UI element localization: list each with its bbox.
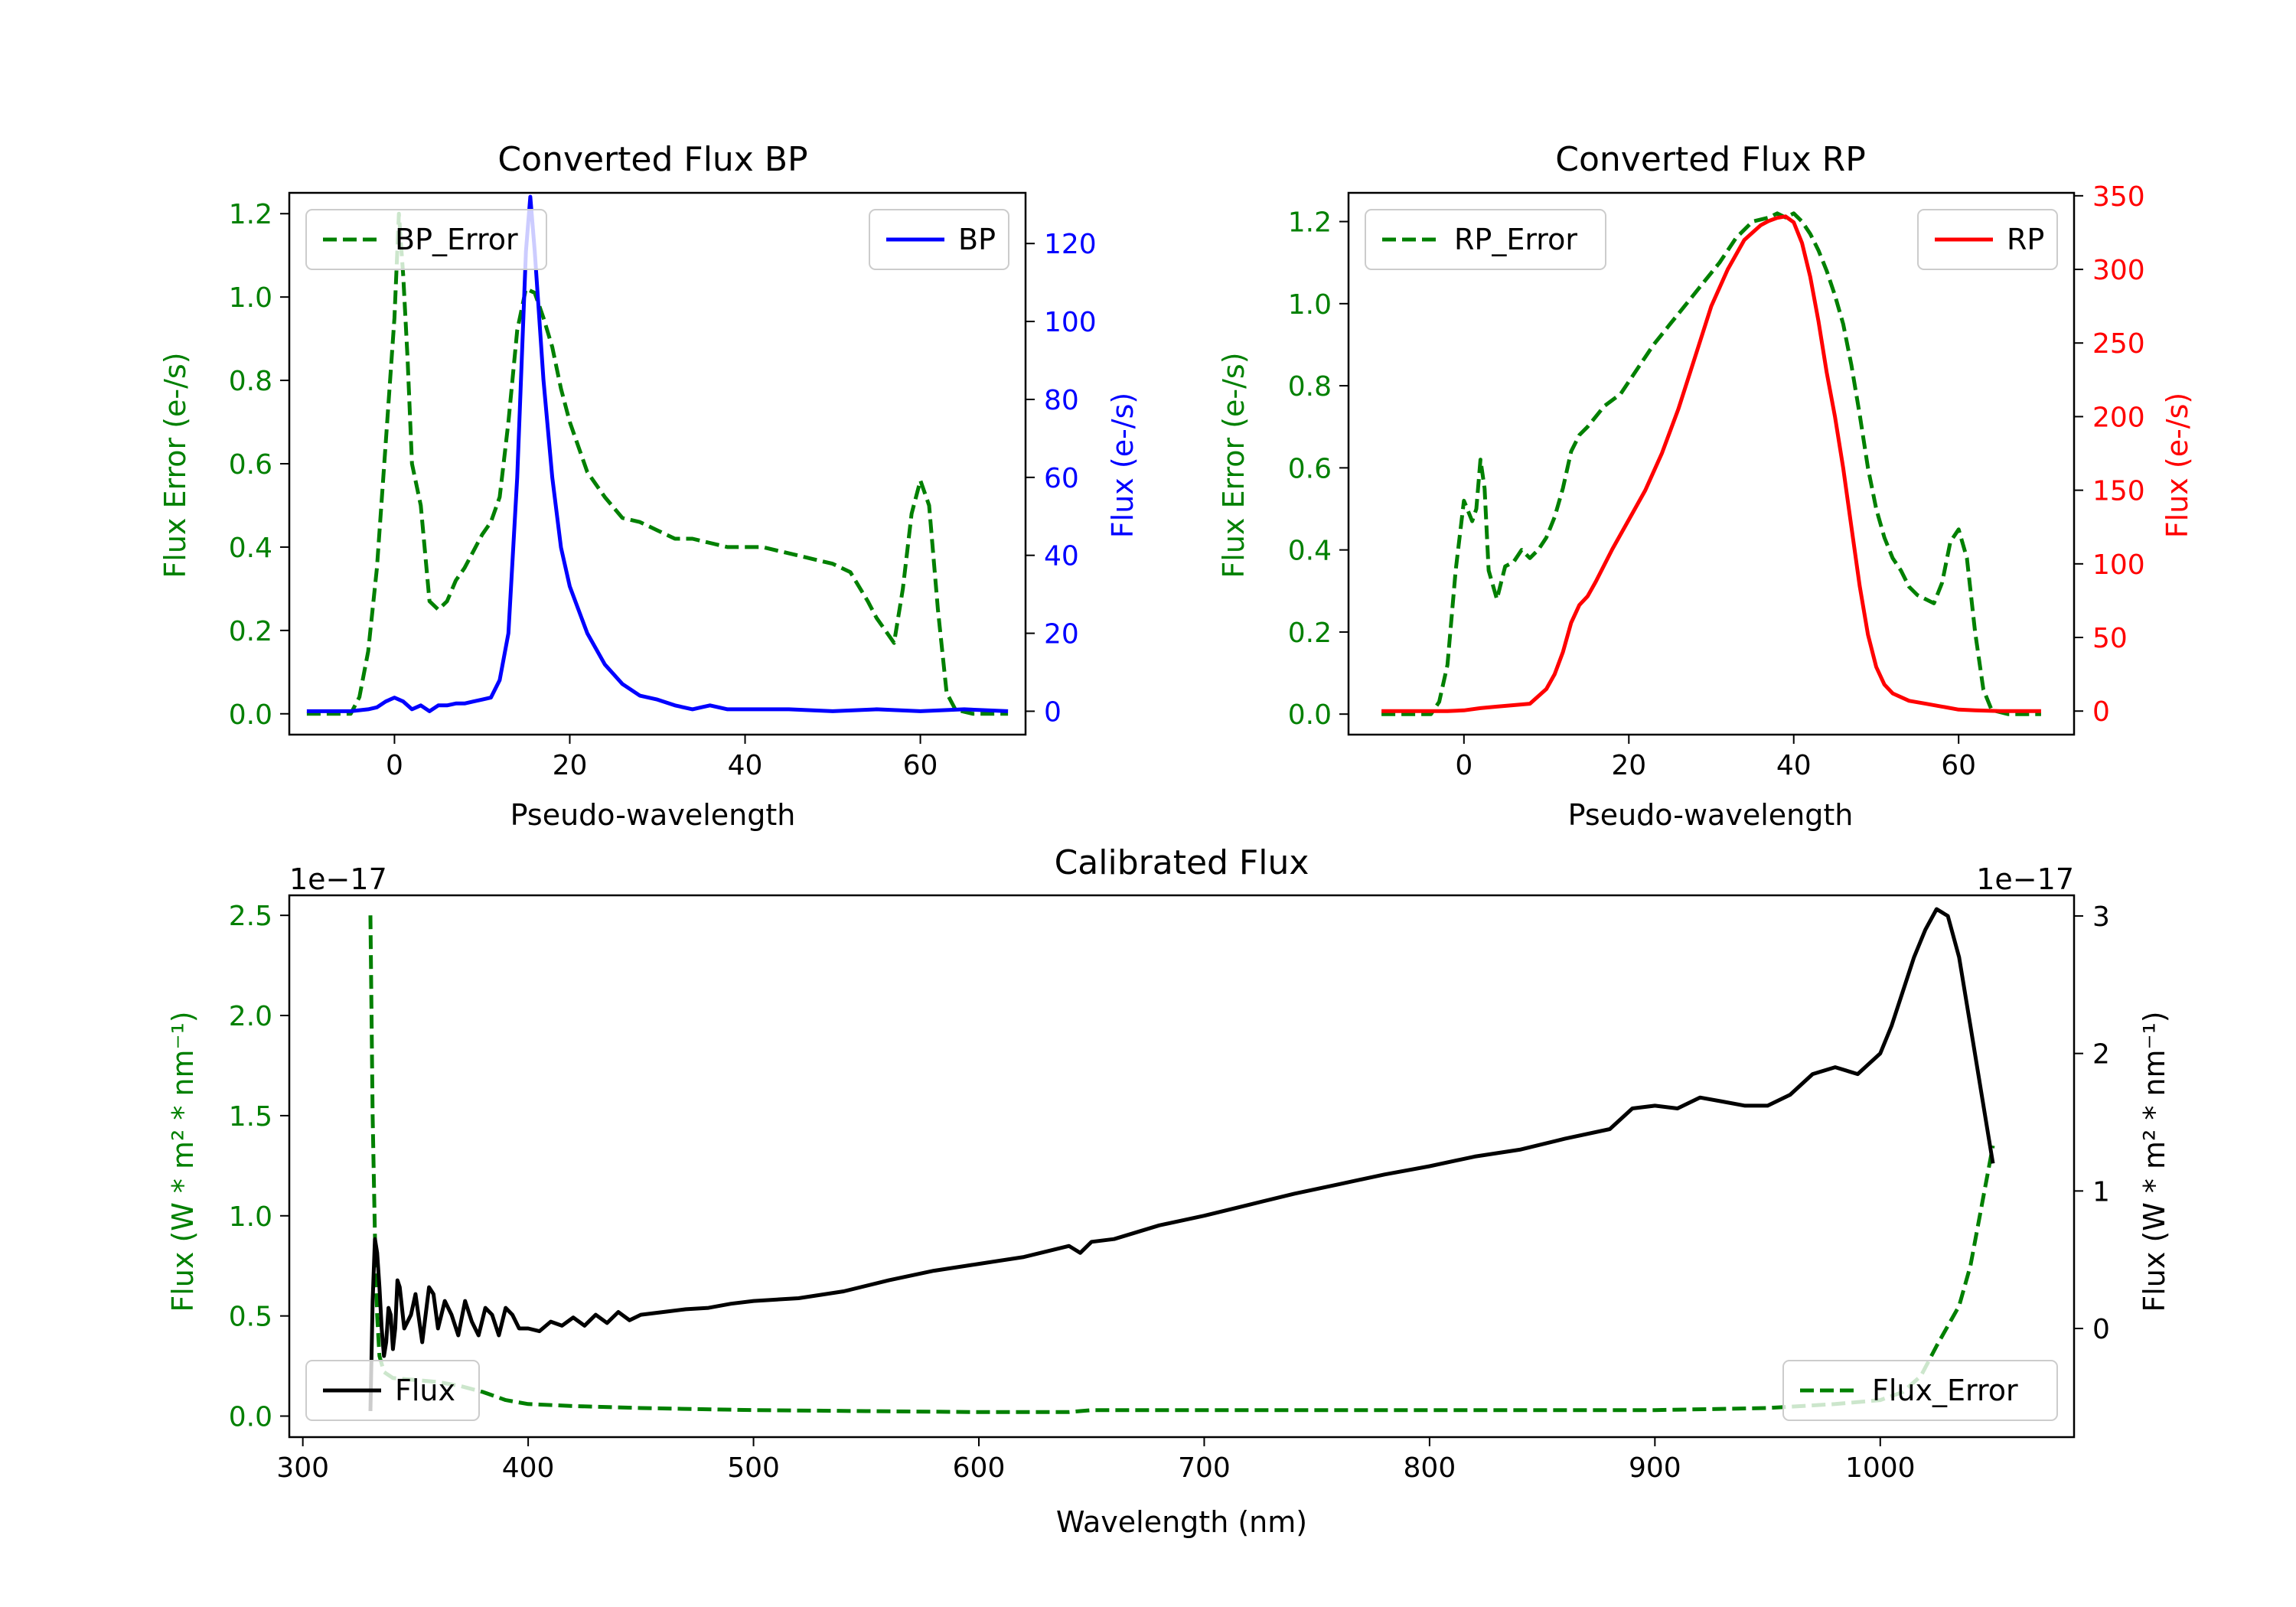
legend-bp: BP	[869, 209, 1009, 270]
y-tick-label-left: 1.0	[1288, 289, 1332, 321]
y-tick-label-left: 2.0	[229, 1001, 272, 1032]
x-tick-label: 60	[903, 750, 938, 781]
y-tick-label-right: 250	[2092, 328, 2145, 360]
legend-box	[305, 209, 547, 270]
y-tick-label-right: 1	[2092, 1176, 2110, 1208]
x-tick-label: 300	[276, 1452, 329, 1484]
legend-box	[1782, 1360, 2058, 1421]
y-tick-label-right: 40	[1044, 541, 1079, 572]
legend-flux-error: Flux_Error	[1782, 1360, 2058, 1421]
legend-rp: RP	[1917, 209, 2058, 270]
y-tick-label-left: 1.2	[229, 199, 272, 230]
series-line-bp-error	[306, 211, 1009, 716]
y-tick-label-right: 300	[2092, 255, 2145, 286]
y-tick-label-right: 20	[1044, 619, 1079, 650]
calibrated-flux-chart: Calibrated Flux Wavelength (nm) Flux (W …	[166, 843, 2171, 1539]
y-tick-label-left: 1.2	[1288, 207, 1332, 239]
y-tick-label-left: 0.0	[229, 1402, 272, 1433]
x-tick-label: 1000	[1845, 1452, 1916, 1484]
x-tick-label: 400	[502, 1452, 555, 1484]
y-axis-label-left: Flux (W * m² * nm⁻¹)	[166, 1011, 200, 1312]
y-axis-label-right: Flux (e-/s)	[1106, 393, 1140, 538]
legend-label: RP_Error	[1454, 223, 1577, 256]
series-line-flux	[368, 907, 1995, 1411]
y-tick-label-right: 50	[2092, 623, 2128, 654]
chart-title: Converted Flux BP	[497, 140, 807, 179]
x-tick-label: 20	[1611, 750, 1646, 781]
y-tick-label-right: 0	[2092, 1314, 2110, 1345]
y-tick-label-right: 0	[1044, 696, 1062, 728]
legend-box	[1365, 209, 1606, 270]
x-tick-label: 800	[1404, 1452, 1456, 1484]
y-tick-label-right: 350	[2092, 181, 2145, 213]
legend-bp-error: BP_Error	[305, 209, 547, 270]
y-tick-label-left: 0.4	[229, 533, 272, 564]
y-tick-label-right: 100	[1044, 307, 1097, 338]
y-tick-label-left: 1.0	[229, 282, 272, 314]
y-axis-label-right: Flux (W * m² * nm⁻¹)	[2138, 1011, 2171, 1312]
legend-flux: Flux	[305, 1360, 480, 1421]
y-tick-label-right: 120	[1044, 229, 1097, 260]
y-tick-label-right: 2	[2092, 1039, 2110, 1071]
bp-chart: Converted Flux BP Pseudo-wavelength Flux…	[158, 140, 1140, 832]
rp-chart: Converted Flux RP Pseudo-wavelength Flux…	[1217, 140, 2194, 832]
legend-label: Flux	[395, 1374, 455, 1407]
x-tick-label: 700	[1178, 1452, 1231, 1484]
y-tick-label-left: 0.2	[1288, 618, 1332, 649]
left-axis-offset-label: 1e−17	[289, 862, 387, 896]
x-axis-label: Wavelength (nm)	[1056, 1505, 1307, 1539]
x-tick-label: 60	[1941, 750, 1976, 781]
y-tick-label-left: 0.0	[229, 699, 272, 731]
legend-box	[305, 1360, 480, 1421]
y-tick-label-left: 0.2	[229, 616, 272, 647]
legend-label: BP_Error	[395, 223, 518, 256]
x-tick-label: 0	[386, 750, 403, 781]
y-tick-label-right: 80	[1044, 385, 1079, 416]
y-tick-label-left: 0.5	[229, 1302, 272, 1333]
y-tick-label-left: 1.5	[229, 1101, 272, 1133]
y-tick-label-left: 0.6	[229, 449, 272, 481]
plot-frame	[288, 894, 2076, 1439]
legend-rp-error: RP_Error	[1365, 209, 1606, 270]
y-axis-label-left: Flux Error (e-/s)	[1217, 352, 1251, 578]
y-tick-label-left: 0.8	[229, 366, 272, 397]
chart-title: Calibrated Flux	[1055, 843, 1309, 882]
right-axis-offset-label: 1e−17	[1976, 862, 2074, 896]
y-tick-label-left: 2.5	[229, 901, 272, 932]
y-tick-label-right: 0	[2092, 696, 2110, 728]
y-tick-label-left: 0.8	[1288, 371, 1332, 403]
y-tick-label-right: 60	[1044, 463, 1079, 494]
x-tick-label: 0	[1455, 750, 1473, 781]
x-tick-label: 600	[953, 1452, 1006, 1484]
x-tick-label: 40	[1776, 750, 1812, 781]
chart-title: Converted Flux RP	[1555, 140, 1866, 179]
x-axis-label: Pseudo-wavelength	[1568, 798, 1854, 832]
x-tick-label: 20	[553, 750, 588, 781]
x-axis-label: Pseudo-wavelength	[510, 798, 796, 832]
y-tick-label-left: 0.4	[1288, 536, 1332, 567]
legend-label: Flux_Error	[1872, 1374, 2018, 1407]
y-tick-label-left: 0.0	[1288, 699, 1332, 731]
x-tick-label: 500	[727, 1452, 780, 1484]
plot-frame	[288, 191, 1027, 736]
y-tick-label-right: 3	[2092, 901, 2110, 933]
y-axis-label-left: Flux Error (e-/s)	[158, 352, 192, 578]
x-tick-label: 900	[1629, 1452, 1681, 1484]
x-tick-label: 40	[728, 750, 763, 781]
y-tick-label-left: 1.0	[229, 1201, 272, 1233]
y-tick-label-right: 100	[2092, 549, 2145, 581]
legend-label: BP	[958, 223, 996, 256]
legend-label: RP	[2007, 223, 2044, 256]
series-line-rp	[1381, 214, 2041, 713]
y-tick-label-left: 0.6	[1288, 453, 1332, 484]
plot-frame	[1347, 191, 2076, 736]
y-tick-label-right: 200	[2092, 402, 2145, 433]
y-axis-label-right: Flux (e-/s)	[2161, 393, 2194, 538]
y-tick-label-right: 150	[2092, 476, 2145, 507]
